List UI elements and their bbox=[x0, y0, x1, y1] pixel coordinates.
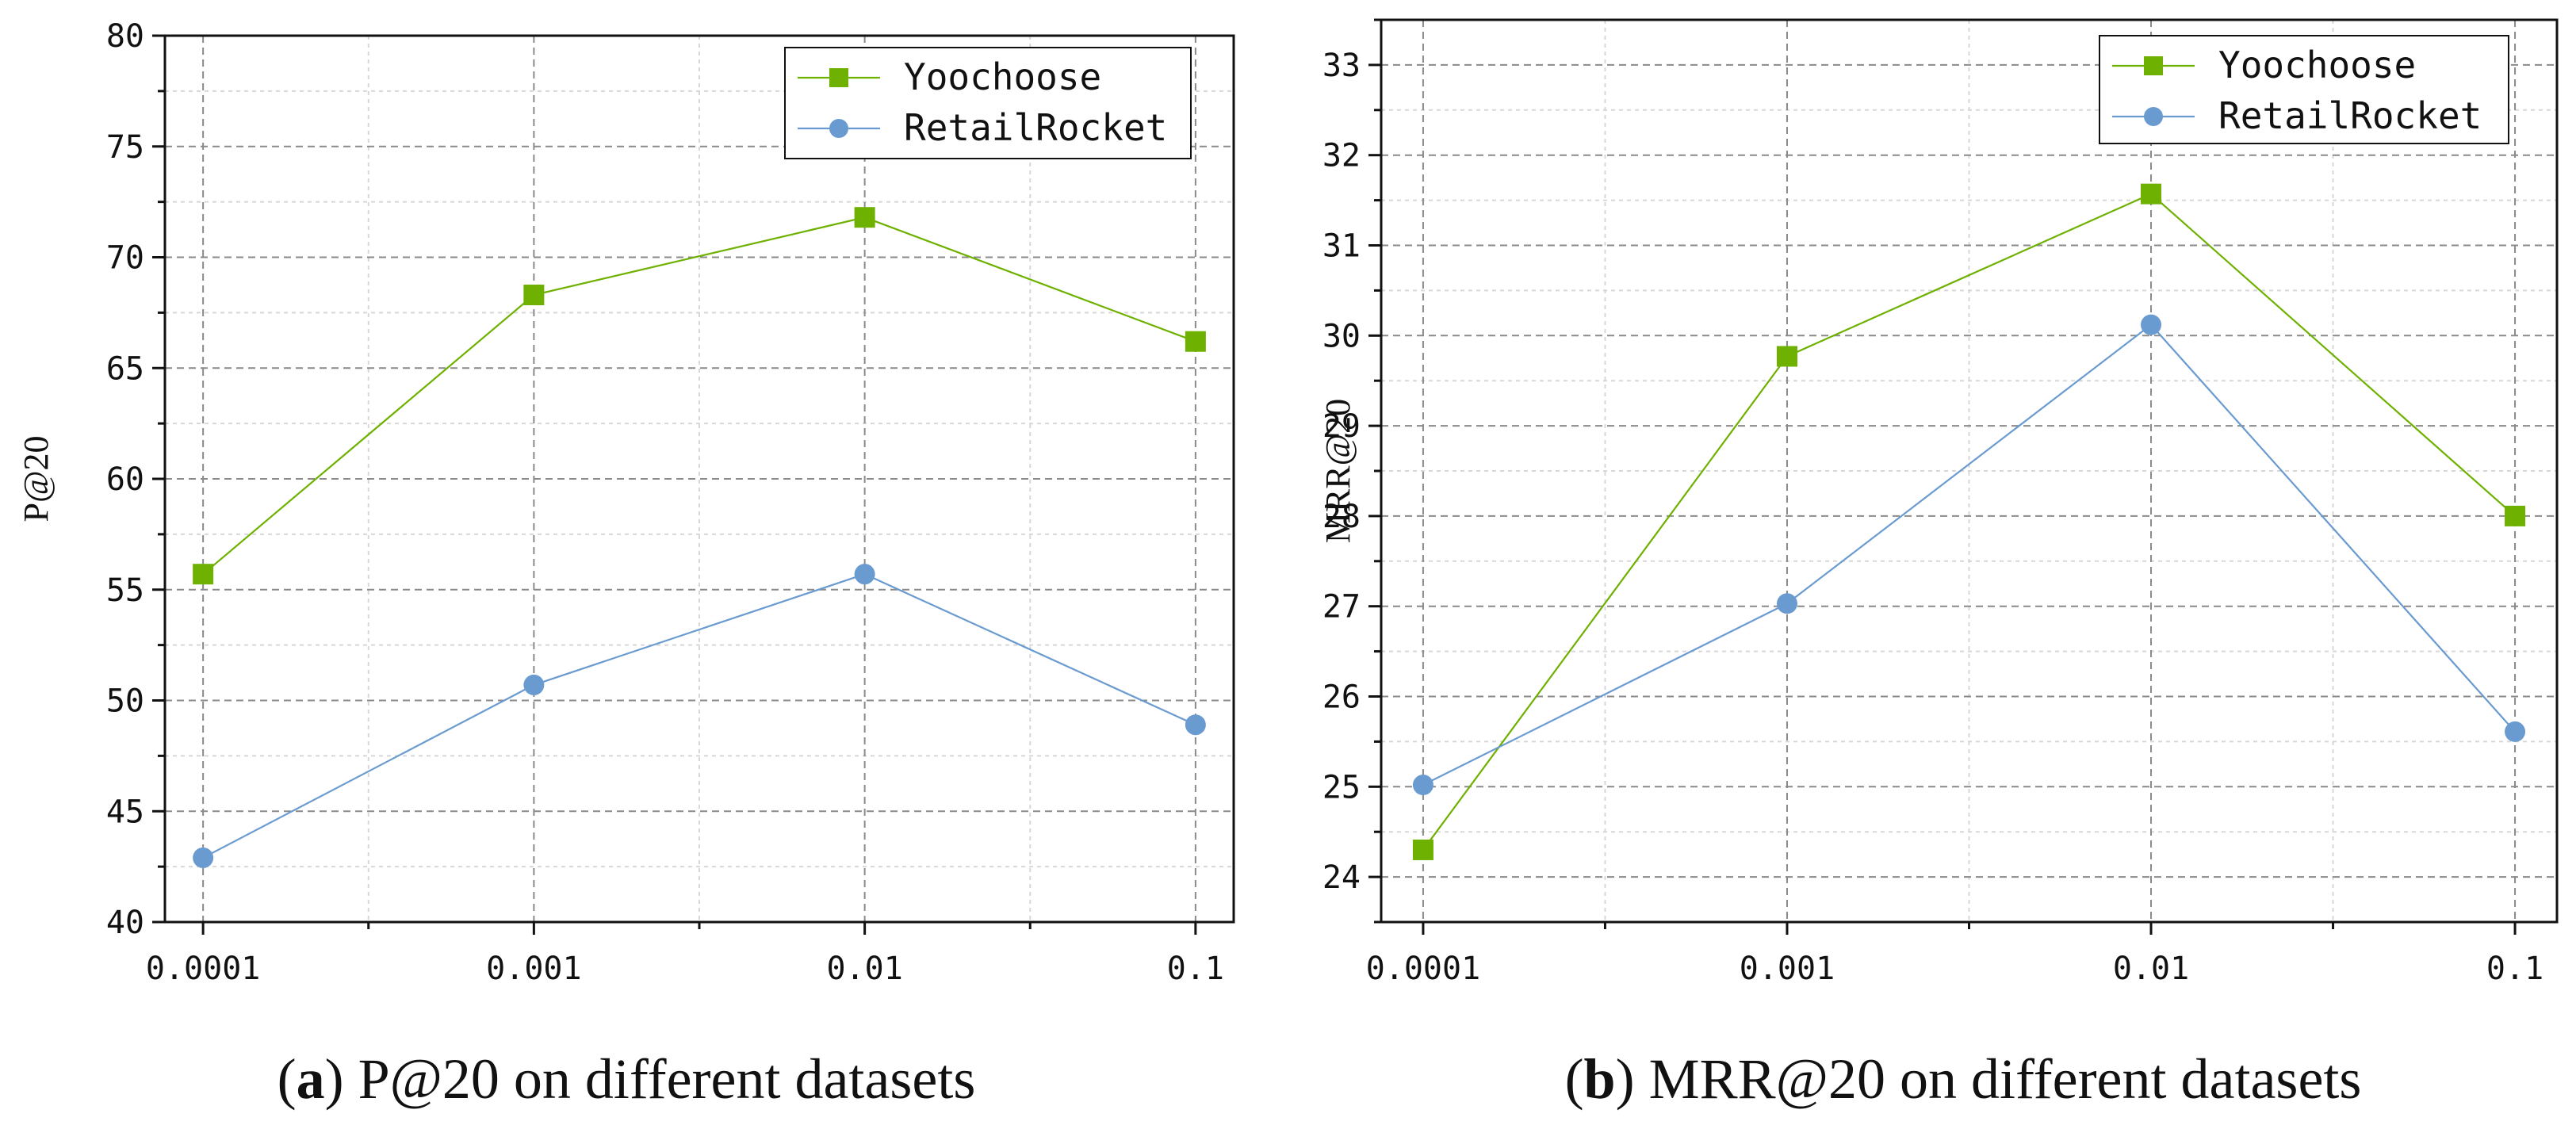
chart-mrr20: 24 25 26 27 28 29 30 31 32 33 0.0001 0.001 0.01 0.1 MR… bbox=[1319, 18, 2559, 1111]
y-tick-label: 50 bbox=[106, 683, 144, 720]
legend-marker-square bbox=[2144, 56, 2163, 75]
x-tick-label: 0.1 bbox=[1167, 951, 1224, 987]
legend-marker-circle bbox=[829, 119, 848, 138]
legend: Yoochoose RetailRocket bbox=[2099, 35, 2509, 144]
series-line-yoochoose bbox=[1422, 193, 2516, 851]
y-tick-label: 29 bbox=[1322, 408, 1361, 445]
legend-label: RetailRocket bbox=[904, 106, 1167, 149]
y-tick-label: 40 bbox=[106, 905, 144, 941]
caption-letter: b bbox=[1584, 1047, 1616, 1111]
series-line-retailrocket bbox=[202, 573, 1196, 859]
x-tick-label: 0.001 bbox=[1740, 951, 1835, 987]
series-retailrocket bbox=[193, 564, 1206, 868]
legend-box bbox=[2099, 35, 2509, 144]
y-axis-label: MRR@20 bbox=[1319, 399, 1357, 543]
y-tick-label: 32 bbox=[1322, 138, 1361, 174]
y-tick-label: 65 bbox=[106, 350, 144, 387]
x-axis: 0.0001 0.001 0.01 0.1 bbox=[1366, 922, 2543, 987]
caption-close-paren: ) bbox=[325, 1047, 358, 1111]
caption-text: P@20 on different datasets bbox=[358, 1047, 976, 1111]
y-tick-label: 31 bbox=[1322, 228, 1361, 265]
caption-open-paren: ( bbox=[278, 1047, 297, 1111]
data-point-yoochoose bbox=[1185, 331, 1206, 352]
y-tick-label: 60 bbox=[106, 461, 144, 498]
y-axis-label: P@20 bbox=[17, 436, 56, 522]
data-point-yoochoose bbox=[193, 564, 214, 585]
y-axis: 40 45 50 55 60 65 70 75 80 bbox=[106, 18, 165, 941]
caption-letter: a bbox=[297, 1047, 325, 1111]
major-grid bbox=[1381, 20, 2557, 922]
y-tick-label: 24 bbox=[1322, 859, 1361, 896]
data-point-retailrocket bbox=[2141, 314, 2162, 335]
major-grid bbox=[165, 35, 1234, 923]
data-point-retailrocket bbox=[523, 674, 545, 695]
legend-box bbox=[784, 47, 1192, 159]
y-tick-label: 33 bbox=[1322, 48, 1361, 84]
y-tick-label: 28 bbox=[1322, 499, 1361, 535]
series-line-retailrocket bbox=[1422, 323, 2516, 786]
y-tick-label: 70 bbox=[106, 240, 144, 277]
legend-marker-circle bbox=[2144, 107, 2163, 126]
y-tick-label: 80 bbox=[106, 18, 144, 55]
data-point-yoochoose bbox=[854, 207, 875, 228]
caption-open-paren: ( bbox=[1565, 1047, 1584, 1111]
data-point-retailrocket bbox=[1412, 775, 1433, 796]
series-line-yoochoose bbox=[202, 216, 1196, 576]
data-point-yoochoose bbox=[523, 285, 545, 306]
data-point-retailrocket bbox=[2505, 721, 2526, 742]
chart-p20: 40 45 50 55 60 65 70 75 80 0.0001 0.001 0.01 0.1 P@20… bbox=[17, 18, 1235, 1111]
data-point-yoochoose bbox=[2505, 505, 2526, 526]
y-tick-label: 27 bbox=[1322, 589, 1361, 626]
data-point-retailrocket bbox=[1185, 714, 1206, 736]
x-tick-label: 0.0001 bbox=[146, 951, 261, 987]
data-point-retailrocket bbox=[193, 847, 214, 868]
y-tick-label: 75 bbox=[106, 129, 144, 166]
y-axis: 24 25 26 27 28 29 30 31 32 33 bbox=[1322, 18, 1381, 924]
y-tick-label: 25 bbox=[1322, 769, 1361, 805]
figure-caption: (b) MRR@20 on different datasets bbox=[1565, 1047, 2362, 1111]
x-tick-label: 0.01 bbox=[826, 951, 902, 987]
y-tick-label: 55 bbox=[106, 572, 144, 609]
y-tick-label: 26 bbox=[1322, 679, 1361, 716]
x-tick-label: 0.01 bbox=[2113, 951, 2189, 987]
figure-caption: (a) P@20 on different datasets bbox=[278, 1047, 976, 1111]
data-point-yoochoose bbox=[1776, 346, 1797, 367]
data-point-yoochoose bbox=[2141, 183, 2162, 205]
minor-grid bbox=[165, 36, 1234, 922]
x-tick-label: 0.0001 bbox=[1366, 951, 1481, 987]
x-axis: 0.0001 0.001 0.01 0.1 bbox=[146, 922, 1224, 987]
y-tick-label: 45 bbox=[106, 794, 144, 830]
legend: Yoochoose RetailRocket bbox=[784, 47, 1192, 159]
legend-marker-square bbox=[829, 68, 848, 87]
legend-label: Yoochoose bbox=[904, 55, 1101, 98]
y-tick-label: 30 bbox=[1322, 318, 1361, 354]
data-point-yoochoose bbox=[1412, 839, 1433, 860]
x-tick-label: 0.1 bbox=[2486, 951, 2543, 987]
series-yoochoose bbox=[193, 207, 1206, 585]
data-point-retailrocket bbox=[1776, 593, 1797, 614]
series-retailrocket bbox=[1412, 314, 2526, 796]
series-yoochoose bbox=[1412, 183, 2526, 860]
legend-label: Yoochoose bbox=[2218, 44, 2416, 86]
caption-text: MRR@20 on different datasets bbox=[1649, 1047, 2362, 1111]
caption-close-paren: ) bbox=[1616, 1047, 1649, 1111]
data-point-retailrocket bbox=[854, 564, 875, 585]
legend-label: RetailRocket bbox=[2218, 94, 2482, 137]
x-tick-label: 0.001 bbox=[486, 951, 581, 987]
